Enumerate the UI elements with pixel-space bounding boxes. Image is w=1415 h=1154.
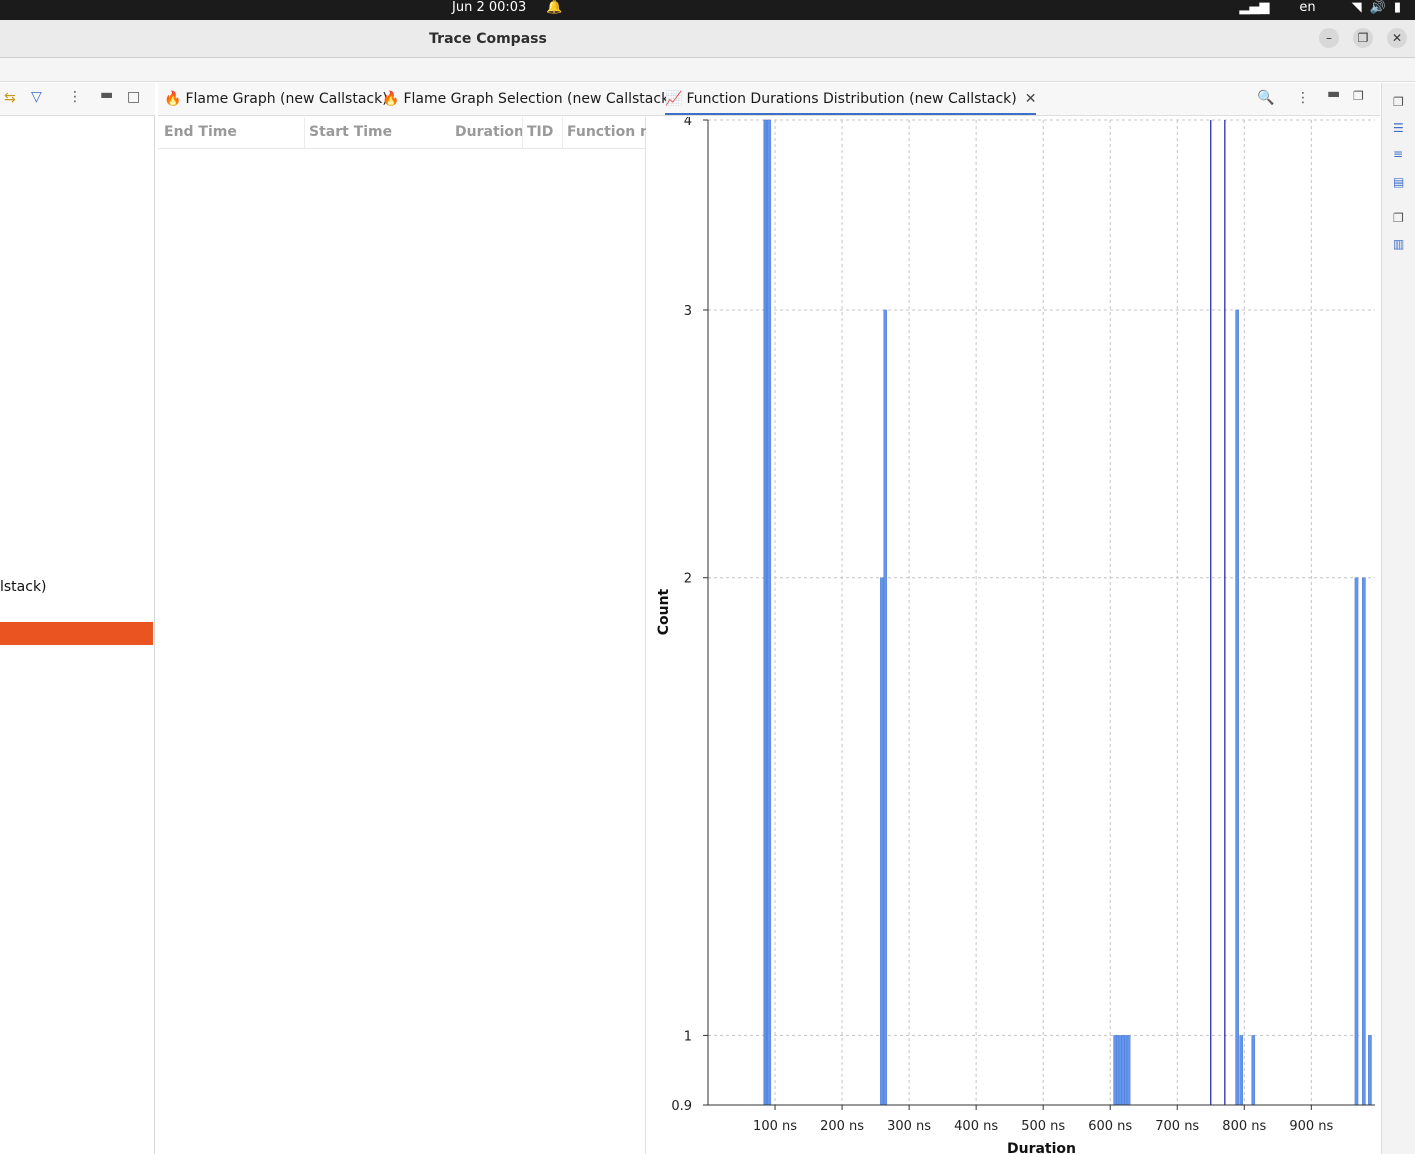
- y-axis-label: Count: [656, 588, 672, 635]
- table-header: End Time Start Time Duration TID Functio…: [158, 117, 646, 149]
- function-durations-distribution-chart[interactable]: 0.9 1 2 3 4 100 ns 200 ns 300 ns 400 ns 500 ns 600…: [647, 117, 1380, 1154]
- left-view-panel: ⇆ ▽ ⋮ ▬ □ lstack): [0, 83, 155, 1154]
- left-view-toolbar: ⇆ ▽ ⋮ ▬ □: [0, 83, 155, 116]
- tab-flame-graph[interactable]: 🔥 Flame Graph (new Callstack): [164, 91, 388, 107]
- column-header-function-name[interactable]: Function na: [567, 124, 646, 140]
- restore-view-icon[interactable]: ❐: [1353, 89, 1364, 103]
- properties-view-icon[interactable]: ≡: [1393, 147, 1404, 161]
- x-tick-label: 200 ns: [820, 1119, 864, 1134]
- system-tray[interactable]: ▂▄▆ en ◥ 🔊 ▮: [1239, 0, 1401, 16]
- filter-icon[interactable]: ▽: [31, 89, 42, 105]
- histogram-bar: [1251, 1035, 1256, 1106]
- histogram-svg[interactable]: 0.9 1 2 3 4 100 ns 200 ns 300 ns 400 ns 500 ns 600…: [647, 117, 1380, 1154]
- x-tick-label: 900 ns: [1289, 1119, 1333, 1134]
- restore-view-icon[interactable]: ❐: [1393, 211, 1404, 225]
- y-tick-label: 2: [684, 572, 692, 587]
- tree-item-label[interactable]: lstack): [0, 579, 47, 595]
- y-tick-label: 3: [684, 304, 692, 319]
- view-menu-icon[interactable]: ⋮: [68, 89, 82, 105]
- window-title-bar: Trace Compass – ❐ ✕: [0, 20, 1415, 58]
- restore-view-icon[interactable]: ❐: [1393, 95, 1404, 109]
- zoom-icon[interactable]: 🔍: [1257, 90, 1275, 106]
- histogram-bar: [880, 577, 884, 1106]
- x-axis-label: Duration: [1007, 1141, 1076, 1154]
- tab-flame-graph-selection-label: Flame Graph Selection (new Callstack): [403, 91, 675, 107]
- column-header-tid[interactable]: TID: [527, 124, 554, 140]
- close-tab-icon[interactable]: ✕: [1024, 91, 1037, 107]
- tab-flame-graph-label: Flame Graph (new Callstack): [185, 91, 388, 107]
- call-list-table: End Time Start Time Duration TID Functio…: [158, 117, 646, 1154]
- x-tick-label: 300 ns: [887, 1119, 931, 1134]
- view-tab-bar: 🔥 Flame Graph (new Callstack) 🔥 Flame Grap…: [158, 83, 1380, 116]
- system-clock[interactable]: Jun 2 00:03: [452, 0, 527, 15]
- side-minimized-views: ❐ ☰ ≡ ▤ ❐ ▥: [1381, 83, 1415, 1154]
- y-tick-label: 1: [684, 1029, 692, 1044]
- tab-flame-graph-selection[interactable]: 🔥 Flame Graph Selection (new Callstack): [382, 91, 675, 107]
- maximize-view-icon[interactable]: □: [127, 89, 141, 105]
- histogram-bar: [883, 309, 888, 1106]
- restore-window-button[interactable]: ❐: [1353, 28, 1373, 48]
- y-tick-label: 0.9: [671, 1099, 692, 1114]
- network-signal-icon[interactable]: ▂▄▆: [1239, 0, 1270, 15]
- sync-arrows-icon[interactable]: ⇆: [4, 90, 16, 106]
- window-title: Trace Compass: [429, 31, 547, 47]
- flame-icon: 🔥: [164, 91, 182, 107]
- x-tick-label: 800 ns: [1222, 1119, 1266, 1134]
- y-tick-label: 4: [684, 117, 692, 129]
- minimize-view-icon[interactable]: ▬: [100, 87, 114, 103]
- minimize-view-icon[interactable]: ▬: [1327, 86, 1341, 102]
- histogram-bar: [1368, 1035, 1372, 1106]
- x-tick-label: 100 ns: [753, 1119, 797, 1134]
- panel-view-icon[interactable]: ▥: [1393, 237, 1405, 251]
- wifi-icon[interactable]: ◥: [1351, 0, 1362, 15]
- table-view-icon[interactable]: ▤: [1393, 175, 1405, 189]
- battery-icon[interactable]: ▮: [1393, 0, 1401, 15]
- histogram-bar: [1235, 309, 1239, 1106]
- histogram-bar: [1362, 577, 1366, 1106]
- tab-function-durations-distribution-label: Function Durations Distribution (new Cal…: [686, 91, 1017, 107]
- x-tick-label: 700 ns: [1155, 1119, 1199, 1134]
- x-tick-label: 600 ns: [1088, 1119, 1132, 1134]
- notification-bell-icon[interactable]: 🔔: [546, 0, 563, 15]
- system-top-bar: Jun 2 00:03 🔔 ▂▄▆ en ◥ 🔊 ▮: [0, 0, 1415, 20]
- column-separator[interactable]: [522, 117, 523, 149]
- minimize-window-button[interactable]: –: [1319, 28, 1339, 48]
- volume-icon[interactable]: 🔊: [1369, 0, 1386, 15]
- histogram-bar: [1126, 1035, 1131, 1106]
- language-indicator[interactable]: en: [1299, 0, 1316, 15]
- chart-icon: 📈: [665, 91, 683, 107]
- close-window-button[interactable]: ✕: [1387, 28, 1407, 48]
- selected-row-highlight[interactable]: [0, 622, 153, 645]
- x-tick-label: 400 ns: [954, 1119, 998, 1134]
- flame-icon: 🔥: [382, 91, 400, 107]
- column-separator[interactable]: [304, 117, 305, 149]
- histogram-bar: [1354, 577, 1359, 1106]
- column-header-start-time[interactable]: Start Time: [309, 124, 393, 140]
- histogram-bar: [1239, 1035, 1243, 1106]
- column-header-duration[interactable]: Duration: [455, 124, 523, 140]
- outline-view-icon[interactable]: ☰: [1393, 121, 1404, 135]
- histogram-bar: [767, 119, 772, 1106]
- tab-function-durations-distribution[interactable]: 📈 Function Durations Distribution (new Ca…: [665, 91, 1037, 115]
- main-toolbar: [0, 58, 1415, 82]
- x-tick-label: 500 ns: [1021, 1119, 1065, 1134]
- view-menu-icon[interactable]: ⋮: [1296, 90, 1310, 106]
- column-header-end-time[interactable]: End Time: [164, 124, 237, 140]
- column-separator[interactable]: [562, 117, 563, 149]
